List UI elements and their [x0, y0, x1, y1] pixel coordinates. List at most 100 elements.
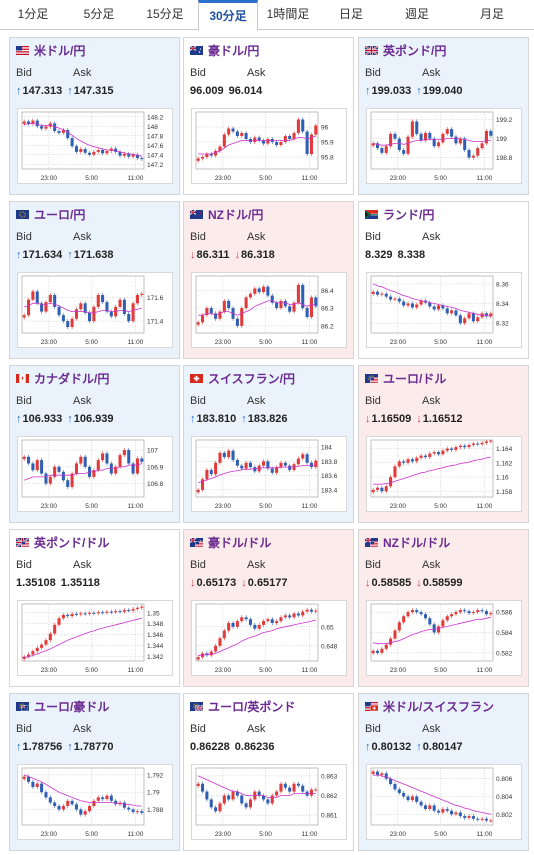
pair-name[interactable]: NZドル/円 — [208, 207, 264, 222]
pair-name[interactable]: 米ドル/円 — [34, 43, 86, 58]
rate-card[interactable]: 豪ドル/円 Bid Ask 96.009 96.014 96 95.9 95.8 23:00 5:… — [183, 37, 354, 195]
price-chart[interactable]: 184 183.8 183.6 183.4 23:00 5:00 11:00 — [191, 436, 347, 512]
rate-card[interactable]: カナダドル/円 Bid Ask ↑ 106.933 ↑ 106.939 107 106.9 106… — [9, 365, 180, 523]
rate-card[interactable]: 豪ドル/ドル Bid Ask ↓ 0.65173 ↓ 0.65177 0.65 0.648 23:… — [183, 529, 354, 687]
candle — [415, 796, 419, 802]
pair-name[interactable]: ユーロ/豪ドル — [34, 699, 110, 714]
candle — [419, 133, 423, 141]
rate-card[interactable]: ユーロ/ドル Bid Ask ↓ 1.16509 ↓ 1.16512 1.164 1.162 1.… — [358, 365, 529, 523]
pair-name[interactable]: ランド/円 — [383, 207, 435, 222]
pair-name[interactable]: スイスフラン/円 — [208, 371, 295, 386]
pair-name[interactable]: 英ポンド/ドル — [34, 535, 110, 550]
rate-card[interactable]: ユーロ/円 Bid Ask ↑ 171.634 ↑ 171.638 171.6 171.4 23:… — [9, 201, 180, 359]
price-chart[interactable]: 107 106.9 106.8 23:00 5:00 11:00 — [17, 436, 173, 512]
candle — [227, 128, 231, 135]
pair-name[interactable]: 豪ドル/ドル — [208, 535, 272, 550]
pair-title[interactable]: ユーロ/豪ドル — [16, 699, 110, 714]
pair-title[interactable]: ユーロ/円 — [16, 207, 86, 222]
rate-card[interactable]: ランド/円 Bid Ask 8.329 8.338 8.36 8.34 8.32 23:00 5:… — [358, 201, 529, 359]
rate-card[interactable]: 米ドル/スイスフラン Bid Ask ↑ 0.80132 ↑ 0.80147 0.806 0.8… — [358, 693, 529, 851]
pair-name[interactable]: 米ドル/スイスフラン — [383, 699, 494, 714]
candle — [53, 295, 57, 307]
candle — [437, 142, 441, 147]
ask-price: ↑ 147.315 — [67, 85, 113, 97]
price-chart[interactable]: 1.792 1.79 1.788 23:00 5:00 11:00 — [17, 764, 173, 840]
pair-title[interactable]: ランド/円 — [365, 207, 435, 222]
pair-title[interactable]: NZドル/ドル — [365, 535, 451, 550]
y-tick-label: 0.586 — [496, 610, 513, 617]
candle — [301, 284, 305, 309]
price-chart[interactable]: 199.2 199 198.8 23:00 5:00 11:00 — [366, 108, 522, 184]
rate-card[interactable]: ユーロ/豪ドル Bid Ask ↑ 1.78756 ↑ 1.78770 1.792 1.79 1.… — [9, 693, 180, 851]
tab-30min[interactable]: 30分足 — [198, 0, 258, 31]
price-chart[interactable]: 86.4 86.3 86.2 23:00 5:00 11:00 — [191, 272, 347, 348]
bid-value: 147.313 — [22, 85, 63, 97]
tab-15min[interactable]: 15分足 — [146, 7, 184, 21]
pair-title[interactable]: 英ポンド/ドル — [16, 535, 110, 550]
candlestick-chart: 1.792 1.79 1.788 23:00 5:00 11:00 — [21, 767, 164, 838]
x-tick-label: 5:00 — [434, 339, 447, 346]
candle — [423, 132, 427, 141]
tab-1hour[interactable]: 1時間足 — [266, 7, 310, 21]
bid-label: Bid — [16, 395, 32, 407]
candle — [114, 466, 118, 474]
pair-title[interactable]: 米ドル/スイスフラン — [365, 699, 494, 714]
ask-value: 0.65177 — [247, 577, 288, 589]
rate-card[interactable]: 英ポンド/ドル Bid Ask 1.35108 1.35118 1.35 1.348 1.34… — [9, 529, 180, 687]
price-chart[interactable]: 8.36 8.34 8.32 23:00 5:00 11:00 — [366, 272, 522, 348]
tab-5min[interactable]: 5分足 — [83, 7, 115, 21]
price-chart[interactable]: 0.586 0.584 0.582 23:00 5:00 11:00 — [366, 600, 522, 676]
pair-title[interactable]: 豪ドル/ドル — [190, 535, 272, 550]
pair-name[interactable]: カナダドル/円 — [34, 371, 110, 386]
pair-title[interactable]: スイスフラン/円 — [190, 371, 295, 386]
price-chart[interactable]: 171.6 171.4 23:00 5:00 11:00 — [17, 272, 173, 348]
rate-card[interactable]: NZドル/円 Bid Ask ↓ 86.311 ↓ 86.318 86.4 86.3 86.2 23… — [183, 201, 354, 359]
rate-card[interactable]: ユーロ/英ポンド Bid Ask 0.86228 0.86236 0.863 0.862 0.… — [183, 693, 354, 851]
tab-monthly[interactable]: 月足 — [479, 7, 504, 21]
rate-card[interactable]: 米ドル/円 Bid Ask ↑ 147.313 ↑ 147.315 148.2 148 147.8… — [9, 37, 180, 195]
pair-title[interactable]: ユーロ/英ポンド — [190, 699, 296, 714]
candle — [419, 612, 423, 615]
price-chart[interactable]: 0.65 0.648 23:00 5:00 11:00 — [191, 600, 347, 676]
rate-card[interactable]: NZドル/ドル Bid Ask ↓ 0.58585 ↓ 0.58599 0.586 0.584 0… — [358, 529, 529, 687]
plot-frame — [195, 767, 319, 826]
candle — [122, 299, 126, 314]
x-tick-label: 23:00 — [390, 667, 407, 674]
pair-title[interactable]: 米ドル/円 — [16, 43, 86, 58]
pair-name[interactable]: 豪ドル/円 — [208, 43, 260, 58]
price-chart[interactable]: 1.164 1.162 1.16 1.158 23:00 5:00 11:00 — [366, 436, 522, 512]
rate-card[interactable]: スイスフラン/円 Bid Ask ↑ 183.810 ↑ 183.826 184 183.8 18… — [183, 365, 354, 523]
pair-title[interactable]: 豪ドル/円 — [190, 43, 260, 58]
tab-weekly[interactable]: 週足 — [404, 7, 429, 21]
rate-card[interactable]: 英ポンド/円 Bid Ask ↑ 199.033 ↑ 199.040 199.2 199 198.… — [358, 37, 529, 195]
price-chart[interactable]: 96 95.9 95.8 23:00 5:00 11:00 — [191, 108, 347, 184]
candle — [463, 318, 467, 324]
tab-1min[interactable]: 1分足 — [17, 7, 49, 21]
x-tick-label: 5:00 — [259, 667, 272, 674]
candle — [393, 784, 397, 790]
pair-title[interactable]: 英ポンド/円 — [365, 43, 447, 58]
x-tick-label: 11:00 — [477, 667, 493, 674]
ask-label: Ask — [422, 723, 441, 735]
price-chart[interactable]: 148.2 148 147.8 147.6 147.4 147.2 23:00 5:00 11:… — [17, 108, 173, 184]
price-chart[interactable]: 0.806 0.804 0.802 23:00 5:00 11:00 — [366, 764, 522, 840]
pair-name[interactable]: 英ポンド/円 — [383, 43, 447, 58]
pair-name[interactable]: ユーロ/ドル — [383, 371, 447, 386]
candlestick-chart: 0.586 0.584 0.582 23:00 5:00 11:00 — [370, 603, 513, 674]
price-chart[interactable]: 0.863 0.862 0.861 23:00 5:00 11:00 — [191, 764, 347, 840]
flag-nz-us-icon — [365, 537, 378, 547]
pair-title[interactable]: ユーロ/ドル — [365, 371, 447, 386]
candle — [406, 796, 410, 801]
x-tick-label: 5:00 — [85, 831, 98, 838]
pair-title[interactable]: カナダドル/円 — [16, 371, 110, 386]
candle — [53, 466, 57, 477]
y-tick-label: 199.2 — [496, 117, 513, 124]
tab-daily[interactable]: 日足 — [338, 7, 363, 21]
pair-name[interactable]: NZドル/ドル — [383, 535, 451, 550]
price-chart[interactable]: 1.35 1.348 1.346 1.344 1.342 23:00 5:00 11:00 — [17, 600, 173, 676]
pair-title[interactable]: NZドル/円 — [190, 207, 264, 222]
x-tick-label: 5:00 — [85, 503, 98, 510]
pair-name[interactable]: ユーロ/円 — [34, 207, 86, 222]
pair-name[interactable]: ユーロ/英ポンド — [208, 699, 296, 714]
candle — [101, 295, 105, 303]
